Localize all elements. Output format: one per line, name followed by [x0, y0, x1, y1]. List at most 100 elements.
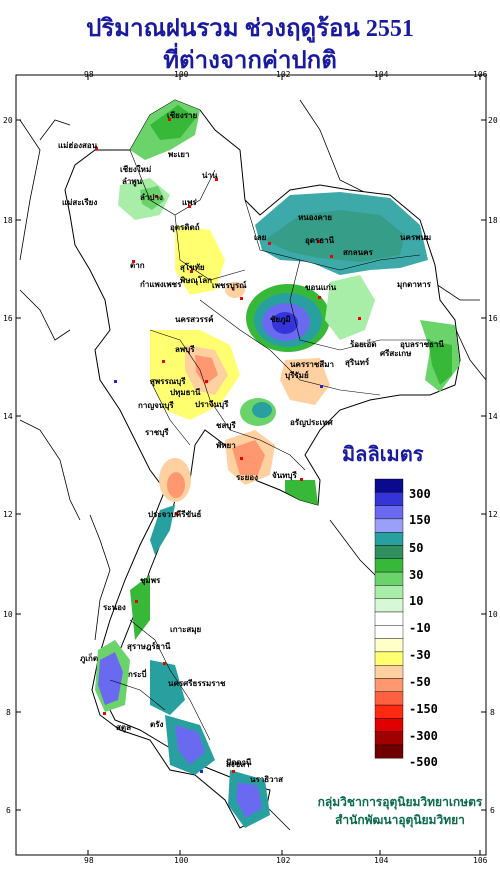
- province-label: ระนอง: [103, 603, 126, 612]
- right-tick-20: 20: [488, 116, 498, 125]
- province-label: กำแพงเพชร: [140, 280, 182, 289]
- province-label: หนองคาย: [298, 213, 332, 222]
- left-tick-8: 8: [6, 708, 11, 717]
- province-label: กระบี่: [128, 668, 147, 679]
- province-label: พิษณุโลก: [180, 275, 212, 286]
- province-label: สงขลา: [226, 760, 250, 769]
- province-label: เชียงราย: [167, 110, 198, 120]
- credit-line1: กลุ่มวิชาการอุตุนิยมวิทยาเกษตร: [317, 795, 483, 809]
- province-label: สุพรรณบุรี: [150, 376, 186, 387]
- province-label: แม่สะเรียง: [62, 197, 97, 207]
- legend-label-minus10: -10: [409, 621, 431, 635]
- province-label: ประจวบคีรีขันธ์: [148, 509, 202, 519]
- bottom-tick-104: 104: [374, 856, 389, 865]
- right-tick-10: 10: [488, 610, 498, 619]
- legend-swatch: [374, 478, 404, 493]
- legend-swatch: [374, 558, 404, 573]
- legend-swatch: [374, 518, 404, 533]
- province-label: ปทุมธานี: [170, 387, 201, 398]
- province-label: จันทบุรี: [272, 470, 298, 481]
- legend-label-minus300: -300: [409, 729, 438, 743]
- bottom-tick-106: 106: [473, 856, 488, 865]
- left-tick-14: 14: [3, 412, 13, 421]
- province-label: นครพนม: [400, 233, 431, 242]
- map-title-line1: ปริมาณฝนรวม ช่วงฤดูร้อน 2551: [86, 16, 414, 42]
- top-tick-100: 100: [174, 70, 189, 79]
- province-label: น่าน: [202, 171, 218, 180]
- province-label: ลำปาง: [140, 193, 163, 202]
- province-label: ตาก: [130, 261, 145, 270]
- legend-swatch: [374, 625, 404, 639]
- province-label: สกลนคร: [343, 248, 373, 257]
- legend-swatch: [374, 492, 404, 506]
- right-tick-16: 16: [488, 314, 498, 323]
- province-label: บุรีรัมย์: [285, 370, 309, 381]
- legend-swatch: [374, 651, 404, 666]
- province-label: อุตรดิตถ์: [170, 222, 200, 233]
- province-label: นครศรีธรรมราช: [168, 678, 226, 688]
- left-tick-20: 20: [3, 116, 13, 125]
- legend-swatch: [374, 585, 404, 599]
- legend-swatch: [374, 545, 404, 560]
- left-tick-12: 12: [3, 510, 13, 519]
- bottom-tick-102: 102: [276, 856, 291, 865]
- province-label: ราชบุรี: [145, 427, 169, 438]
- bottom-tick-100: 100: [174, 856, 189, 865]
- map-title-line2: ที่ต่างจากค่าปกติ: [163, 48, 337, 74]
- legend-swatch: [374, 731, 404, 746]
- legend-label-50: 50: [409, 541, 424, 555]
- left-tick-16: 16: [3, 314, 13, 323]
- province-label: สุราษฎร์ธานี: [127, 641, 171, 652]
- left-tick-18: 18: [3, 216, 13, 225]
- legend-swatch: [374, 691, 404, 706]
- province-label: นครราชสีมา: [290, 359, 334, 369]
- province-label: ภูเก็ต: [80, 652, 98, 664]
- right-tick-18: 18: [488, 216, 498, 225]
- province-label: ระยอง: [236, 473, 258, 482]
- station-markers: [95, 118, 361, 773]
- province-label: อรัญประเทศ: [290, 418, 334, 428]
- right-tick-14: 14: [488, 412, 498, 421]
- right-tick-12: 12: [488, 510, 498, 519]
- legend-swatch: [374, 638, 404, 653]
- legend-label-30: 30: [409, 568, 424, 582]
- province-label: อุดรธานี: [305, 235, 335, 246]
- province-label: ร้อยเอ็ด: [350, 338, 377, 349]
- legend-colorbar: [374, 478, 404, 759]
- legend-swatch: [374, 505, 404, 520]
- legend-label-10: 10: [409, 594, 424, 608]
- legend-title: มิลลิเมตร: [342, 442, 424, 466]
- province-label: ปัตตานี: [226, 757, 252, 767]
- top-tick-104: 104: [374, 70, 389, 79]
- province-label: ชัยภูมิ: [270, 315, 291, 325]
- province-label: เลย: [254, 233, 267, 242]
- legend-label-minus150: -150: [409, 702, 438, 716]
- province-label: สุรินทร์: [345, 357, 370, 368]
- right-tick-8: 8: [490, 708, 495, 717]
- province-label: พัทยา: [216, 441, 236, 450]
- province-label: สตูล: [116, 723, 131, 733]
- top-tick-102: 102: [276, 70, 291, 79]
- left-tick-6: 6: [6, 806, 11, 815]
- legend-label-minus500: -500: [409, 755, 438, 769]
- province-label: กาญจนบุรี: [138, 400, 174, 411]
- province-label: ขอนแก่น: [305, 283, 337, 292]
- bottom-tick-98: 98: [84, 856, 94, 865]
- legend-label-300: 300: [409, 487, 431, 501]
- top-tick-98: 98: [84, 70, 94, 79]
- left-tick-10: 10: [3, 610, 13, 619]
- legend-swatch: [374, 744, 404, 759]
- province-borders: [109, 149, 430, 741]
- legend-swatch: [374, 665, 404, 679]
- province-label: ลพบุรี: [175, 344, 195, 355]
- legend-swatch: [374, 704, 404, 719]
- province-label: นครสวรรค์: [175, 314, 213, 324]
- province-label: ปราจีนบุรี: [195, 399, 229, 410]
- legend-swatch: [374, 678, 404, 693]
- province-label: พะเยา: [168, 150, 189, 159]
- province-label: สุโขทัย: [180, 262, 205, 273]
- legend-swatch: [374, 718, 404, 732]
- province-label: เชียงใหม่: [120, 164, 151, 174]
